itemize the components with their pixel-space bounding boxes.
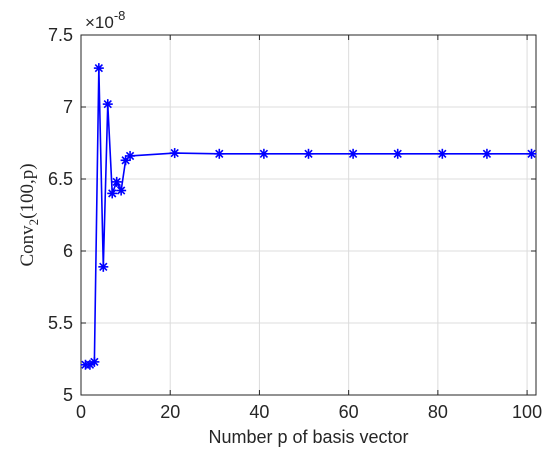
x-tick-label: 60 — [339, 402, 359, 422]
data-point-marker — [303, 148, 314, 159]
data-point-marker — [125, 150, 136, 161]
data-point-marker — [98, 261, 109, 272]
data-point-marker — [169, 148, 180, 159]
x-tick-label: 0 — [76, 402, 86, 422]
data-point-marker — [93, 63, 104, 74]
data-point-marker — [348, 148, 359, 159]
x-tick-label: 20 — [160, 402, 180, 422]
data-point-marker — [111, 176, 122, 187]
y-tick-label: 7.5 — [48, 25, 73, 45]
data-point-marker — [107, 188, 118, 199]
y-axis-label: Conv2(100,p) — [17, 163, 41, 266]
y-axis-label-main: Conv — [17, 225, 38, 267]
data-series — [80, 63, 537, 370]
y-tick-label: 5.5 — [48, 313, 73, 333]
data-point-marker — [526, 148, 537, 159]
axis-ticks: 0 20 40 60 80 100 5 5.5 6 6.5 7 7.5 — [48, 25, 542, 422]
y-scale-exponent: ×10-8 — [85, 8, 125, 32]
data-point-marker — [392, 148, 403, 159]
y-tick-label: 6.5 — [48, 169, 73, 189]
data-point-marker — [89, 356, 100, 367]
x-axis-label: Number p of basis vector — [208, 427, 408, 447]
y-tick-label: 6 — [63, 241, 73, 261]
data-point-marker — [481, 148, 492, 159]
data-point-marker — [116, 185, 127, 196]
x-tick-label: 40 — [249, 402, 269, 422]
data-point-marker — [258, 148, 269, 159]
y-scale-multiplier: ×10 — [85, 13, 114, 32]
y-tick-label: 7 — [63, 97, 73, 117]
x-tick-label: 80 — [428, 402, 448, 422]
plot-area — [81, 35, 536, 395]
y-axis-label-subscript: 2 — [26, 219, 41, 226]
y-scale-power: -8 — [114, 8, 126, 23]
y-tick-label: 5 — [63, 385, 73, 405]
data-point-marker — [437, 148, 448, 159]
x-tick-label: 100 — [512, 402, 542, 422]
y-axis-label-args: (100,p) — [17, 163, 38, 218]
data-point-marker — [102, 99, 113, 110]
data-point-marker — [214, 148, 225, 159]
axes-box — [80, 34, 537, 396]
